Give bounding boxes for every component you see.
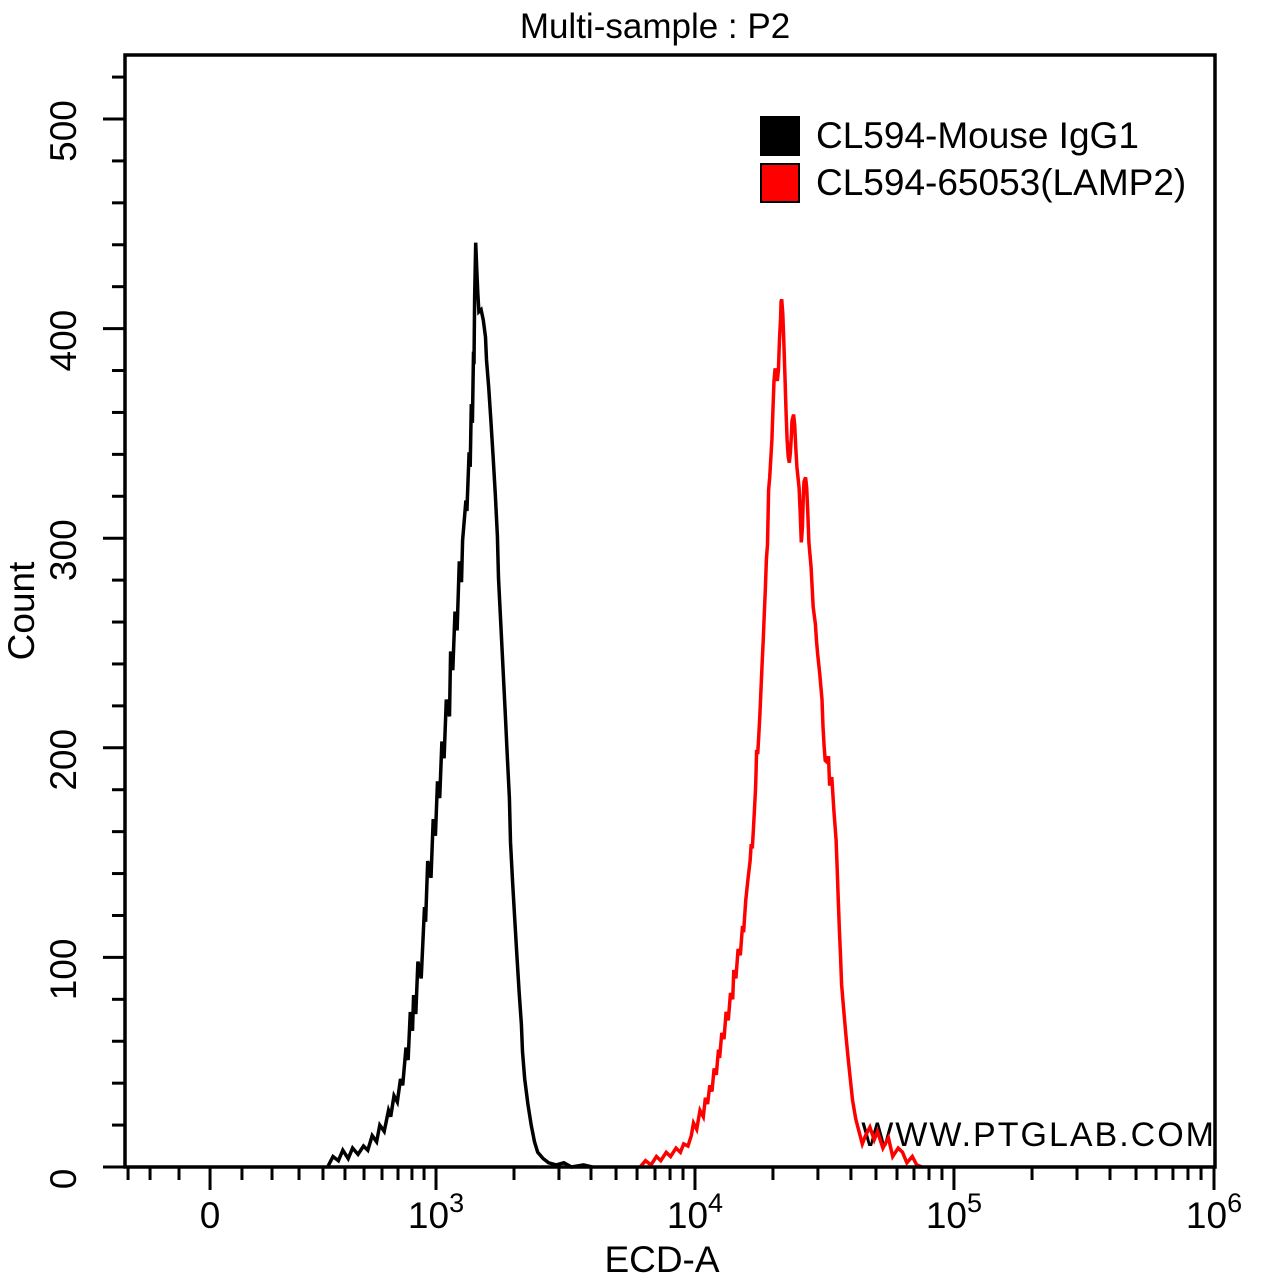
legend-item-igg1-control: CL594-Mouse IgG1 (760, 112, 1186, 159)
x-axis-tick-label: 103 (408, 1188, 464, 1236)
legend: CL594-Mouse IgG1 CL594-65053(LAMP2) (760, 112, 1186, 206)
y-axis-tick-label: 400 (43, 310, 84, 372)
y-axis-tick-label: 300 (43, 519, 84, 581)
legend-label-lamp2: CL594-65053(LAMP2) (816, 162, 1187, 203)
y-axis-tick-label: 100 (43, 939, 84, 1001)
legend-item-lamp2: CL594-65053(LAMP2) (760, 159, 1186, 206)
y-axis-tick-labels: 0 100 200 300 400 500 (43, 100, 84, 1189)
histogram-curve-cl594-65053-lamp2- (638, 298, 923, 1169)
y-axis-tick-label: 0 (43, 1169, 84, 1190)
watermark-text: WWW.PTGLAB.COM (861, 1116, 1216, 1154)
y-axis-tick-label: 500 (43, 100, 84, 162)
x-axis-tick-label: 105 (926, 1188, 982, 1236)
histogram-curves (326, 242, 923, 1169)
y-axis-ticks (103, 75, 125, 1169)
y-axis-tick-label: 200 (43, 729, 84, 791)
histogram-curve-cl594-mouse-igg1 (326, 242, 593, 1169)
chart-title: Multi-sample : P2 (520, 7, 790, 46)
x-axis-ticks (126, 1167, 1216, 1190)
x-axis-tick-label: 104 (667, 1188, 723, 1236)
x-axis-tick-labels: 0 103 104 105 106 (200, 1188, 1242, 1236)
legend-swatch-red (760, 162, 800, 203)
x-axis-label: ECD-A (604, 1239, 719, 1280)
x-axis-tick-label: 0 (200, 1195, 221, 1236)
plot-border (123, 53, 1217, 1169)
x-axis-tick-label: 106 (1186, 1188, 1242, 1236)
legend-swatch-black (760, 115, 800, 156)
legend-label-igg1-control: CL594-Mouse IgG1 (816, 115, 1139, 156)
y-axis-label: Count (1, 561, 42, 660)
